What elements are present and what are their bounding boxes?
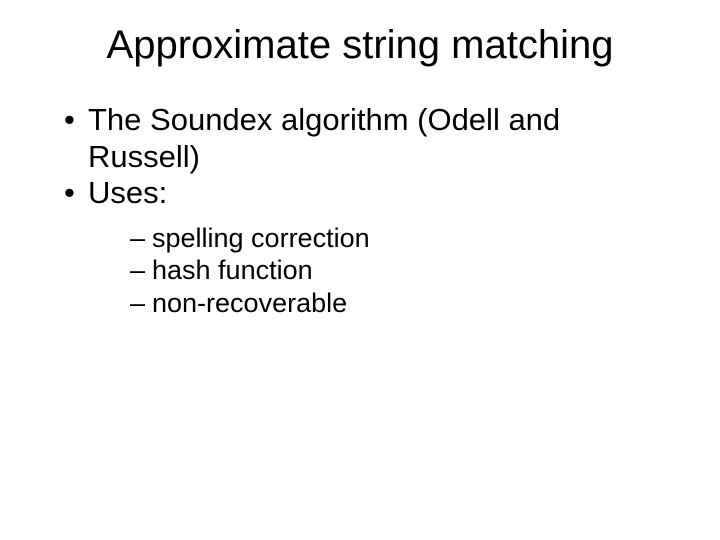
bullet-text: hash function <box>152 255 313 285</box>
list-item: Uses: spelling correction hash function … <box>60 175 660 319</box>
bullet-list-level2: spelling correction hash function non-re… <box>88 212 660 319</box>
slide-body: The Soundex algorithm (Odell and Russell… <box>0 68 720 319</box>
list-item: The Soundex algorithm (Odell and Russell… <box>60 102 660 175</box>
bullet-list-level1: The Soundex algorithm (Odell and Russell… <box>60 102 660 319</box>
slide: Approximate string matching The Soundex … <box>0 0 720 540</box>
list-item: spelling correction <box>128 222 660 254</box>
slide-title: Approximate string matching <box>0 0 720 68</box>
list-item: non-recoverable <box>128 287 660 319</box>
bullet-text: spelling correction <box>152 223 370 253</box>
bullet-text: non-recoverable <box>152 288 347 318</box>
list-item: hash function <box>128 254 660 286</box>
bullet-text: Uses: <box>88 175 167 210</box>
bullet-text: The Soundex algorithm (Odell and Russell… <box>88 102 560 174</box>
